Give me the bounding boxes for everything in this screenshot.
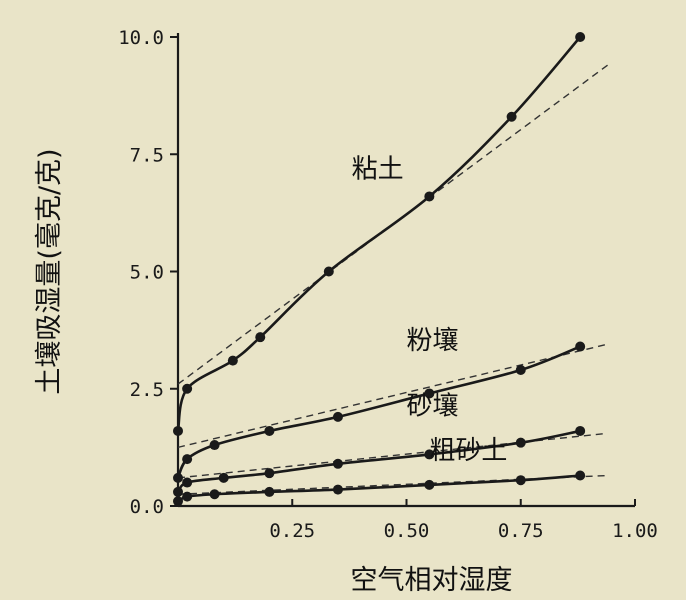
data-point-粘土-2	[227, 355, 238, 366]
data-point-粉壤-3	[264, 425, 275, 436]
data-point-粗砂土-5	[424, 479, 435, 490]
data-point-粉壤-1	[182, 454, 193, 465]
data-point-砂壤-1	[182, 477, 193, 488]
data-point-粉壤-4	[332, 411, 343, 422]
series-lines	[176, 35, 582, 503]
data-points	[173, 32, 586, 507]
data-point-粘土-4	[323, 266, 334, 277]
data-point-粉壤-0	[173, 472, 183, 483]
series-label-粗砂土: 粗砂土	[429, 436, 507, 466]
data-point-砂壤-5	[424, 449, 435, 460]
data-point-砂壤-7	[575, 425, 586, 436]
x-tick-label-3: 1.00	[612, 520, 658, 542]
series-line-砂壤	[176, 429, 582, 494]
y-tick-label-3: 7.5	[130, 144, 164, 166]
tangent-line-粉壤	[177, 343, 608, 449]
data-point-粉壤-5	[424, 388, 435, 399]
data-point-粗砂土-4	[332, 484, 343, 495]
data-point-粗砂土-7	[575, 470, 586, 481]
data-point-粘土-3	[255, 332, 266, 343]
series-line-粉壤	[176, 345, 582, 480]
y-tick-label-1: 2.5	[130, 379, 164, 401]
data-point-粘土-1	[182, 383, 193, 394]
data-point-砂壤-4	[332, 458, 343, 469]
data-point-砂壤-3	[264, 468, 275, 479]
data-point-粉壤-2	[209, 440, 220, 451]
tangent-lines	[177, 64, 608, 495]
y-tick-label-2: 5.0	[130, 262, 164, 284]
data-point-粗砂土-6	[515, 475, 526, 486]
data-point-粘土-0	[173, 425, 183, 436]
data-point-粘土-7	[575, 32, 586, 42]
x-tick-label-1: 0.50	[384, 520, 430, 542]
series-label-粘土: 粘土	[352, 155, 404, 185]
data-point-粗砂土-1	[182, 491, 193, 502]
data-point-粉壤-6	[515, 364, 526, 375]
data-point-粗砂土-2	[209, 489, 220, 500]
series-label-粉壤: 粉壤	[407, 326, 459, 356]
data-point-砂壤-2	[218, 472, 229, 483]
data-point-粘土-5	[424, 191, 435, 202]
y-tick-label-4: 10.0	[118, 27, 164, 49]
y-axis-title: 土壤吸湿量(毫克/克)	[34, 148, 65, 394]
data-point-粗砂土-3	[264, 486, 275, 497]
data-point-粘土-6	[506, 111, 517, 122]
x-tick-label-0: 0.25	[269, 520, 315, 542]
x-axis-title: 空气相对湿度	[351, 565, 513, 596]
x-tick-label-2: 0.75	[498, 520, 544, 542]
axes: 0.0 2.5 5.0 7.5 10.0 0.25 0.50 0.75 1.00 空气相对湿度 土壤…	[34, 27, 658, 596]
data-point-粗砂土-0	[173, 496, 183, 507]
data-point-砂壤-6	[515, 437, 526, 448]
data-point-砂壤-0	[173, 486, 183, 497]
series-label-砂壤: 砂壤	[407, 392, 459, 422]
y-tick-label-0: 0.0	[130, 496, 164, 518]
data-point-粉壤-7	[575, 341, 586, 352]
